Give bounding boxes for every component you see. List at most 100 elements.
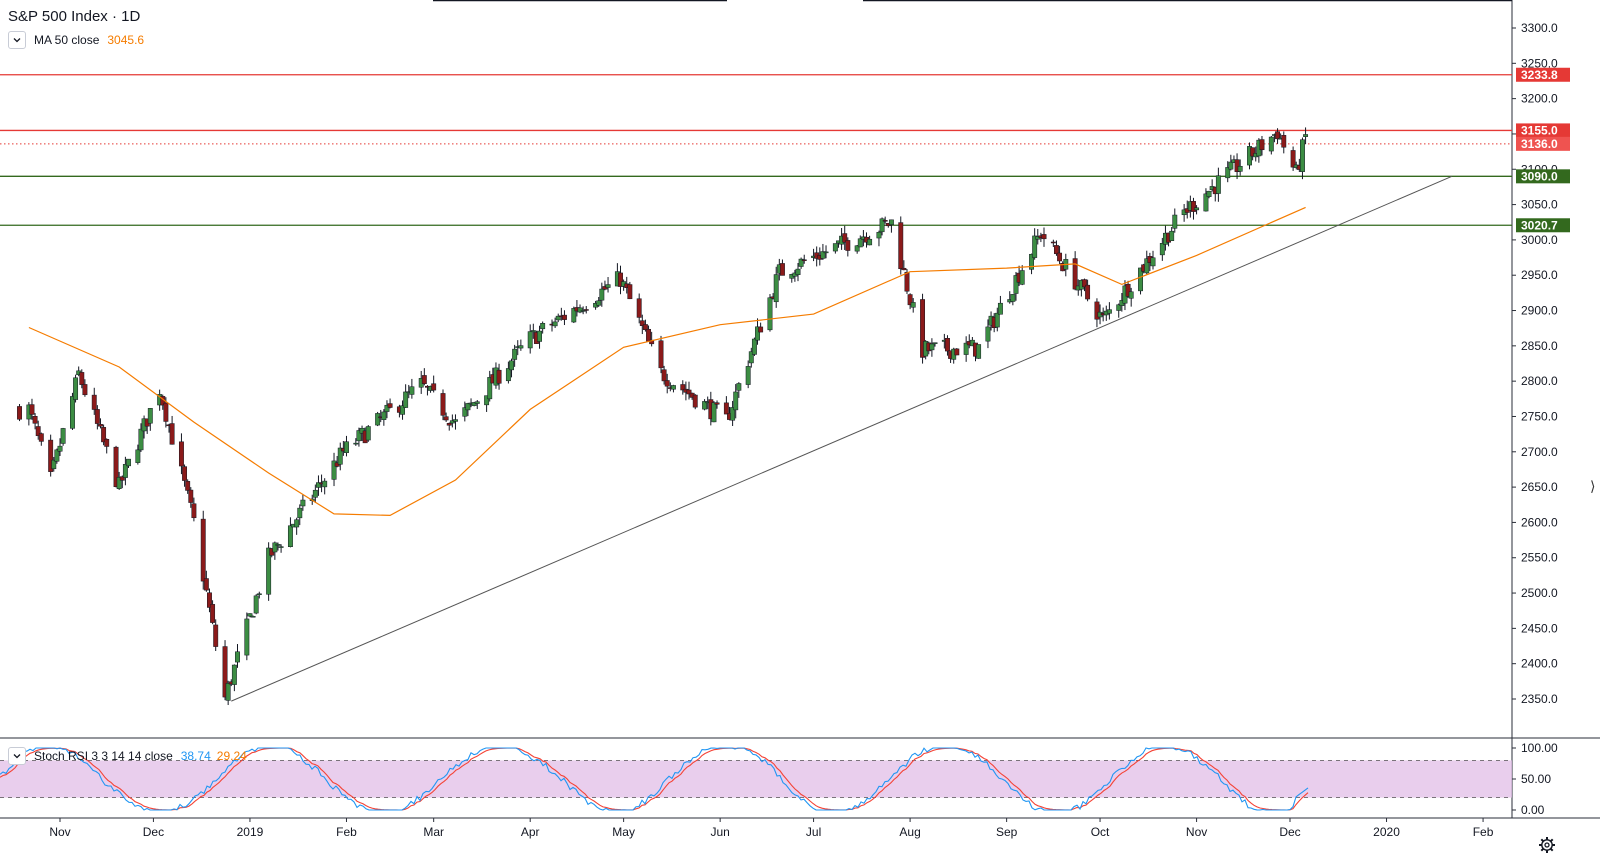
candle-body (577, 307, 583, 313)
candle-body (191, 503, 197, 519)
candle-body (256, 593, 262, 595)
candle-body (882, 220, 888, 222)
candle-body (711, 402, 717, 423)
candle-body (670, 385, 676, 390)
symbol-title: S&P 500 Index · 1D (8, 8, 141, 25)
candle-body (1191, 201, 1196, 212)
candle-body (702, 401, 708, 410)
candle-body (1050, 241, 1056, 244)
candle-body (474, 401, 480, 404)
time-tick-label: Aug (899, 825, 920, 839)
candle-body (409, 386, 415, 395)
stoch-rsi-pane[interactable] (0, 747, 1512, 811)
candle-body (730, 407, 736, 421)
price-tick-label: 2800.0 (1521, 374, 1558, 388)
candle-body (997, 302, 1003, 315)
level-label: 3090.0 (1521, 169, 1558, 183)
axis-drag-cursor-icon: ⟩ (1590, 478, 1596, 494)
price-tick-label: 2750.0 (1521, 409, 1558, 423)
candle-body (400, 405, 405, 415)
candle-body (375, 413, 381, 426)
stoch-k-value: 38.74 (180, 749, 211, 763)
candle-body (540, 323, 546, 330)
ma50-line (28, 206, 1306, 517)
candle-body (767, 297, 773, 331)
price-tick-label: 3050.0 (1521, 198, 1558, 212)
candle-body (1234, 159, 1240, 172)
collapse-chevron-icon[interactable] (8, 31, 26, 49)
stoch-collapse-chevron-icon[interactable] (8, 747, 26, 765)
candle-body (801, 259, 807, 261)
candle-body (169, 423, 175, 445)
candle-body (253, 595, 259, 614)
price-tick-label: 2350.0 (1521, 692, 1558, 706)
candle-body (1225, 167, 1231, 179)
candle-body (845, 240, 851, 251)
candle-body (518, 345, 524, 349)
settings-gear-icon[interactable] (1538, 836, 1556, 854)
candle-body (823, 251, 829, 254)
candle-body (484, 395, 490, 406)
price-tick-label: 2400.0 (1521, 657, 1558, 671)
candle-body (54, 449, 60, 462)
candle-body (527, 331, 533, 349)
candle-body (421, 375, 427, 384)
candle-body (312, 489, 318, 498)
candle-body (113, 446, 119, 488)
candle-body (530, 330, 536, 333)
candle-body (207, 592, 212, 608)
candle-body (842, 233, 848, 243)
candle-body (1013, 275, 1019, 294)
candle-body (910, 302, 916, 308)
candle-body (231, 664, 237, 685)
candle-body (322, 480, 328, 488)
price-tick-label: 2550.0 (1521, 551, 1558, 565)
candle-body (356, 430, 362, 442)
candle-body (353, 442, 359, 445)
price-tick-label: 2850.0 (1521, 339, 1558, 353)
candle-body (1041, 234, 1047, 240)
candle-body (755, 326, 760, 341)
time-tick-label: Dec (1279, 825, 1300, 839)
level-badge (1516, 123, 1570, 138)
candle-body (1010, 294, 1016, 302)
candle-body (1106, 309, 1112, 314)
stoch-label: Stoch RSI 3 3 14 14 close (34, 749, 173, 763)
candle-body (605, 284, 611, 288)
candle-body (250, 615, 256, 618)
level-badge (1516, 169, 1570, 184)
candle-body (512, 348, 518, 360)
candle-body (562, 314, 567, 320)
candle-body (275, 544, 281, 546)
candle-body (1054, 245, 1059, 255)
time-tick-label: Mar (423, 825, 444, 839)
candle-body (1300, 139, 1305, 172)
candle-body (658, 340, 664, 369)
candle-body (91, 394, 97, 410)
candle-body (748, 351, 754, 364)
candle-body (773, 274, 779, 303)
price-tick-label: 3300.0 (1521, 21, 1558, 35)
candle-body (1206, 190, 1212, 197)
candle-body (751, 338, 757, 355)
candle-body (857, 238, 863, 248)
candle-body (300, 499, 306, 507)
price-axis[interactable]: 3300.03250.03200.03150.03100.03050.03000… (1512, 21, 1570, 817)
candle-body (431, 383, 437, 391)
price-tick-label: 2600.0 (1521, 515, 1558, 529)
main-pane[interactable] (0, 0, 1600, 819)
time-axis[interactable]: Nov Dec 2019 Feb Mar Apr May Jun Jul Aug Sep Oct Nov… (49, 818, 1494, 839)
candle-body (278, 546, 284, 548)
candle-body (920, 299, 926, 358)
stoch-tick-label: 50.00 (1521, 772, 1551, 786)
candle-body (758, 326, 764, 333)
candle-body (222, 646, 228, 698)
candle-body (32, 416, 38, 424)
candle-body (122, 464, 128, 478)
candle-body (135, 449, 141, 463)
candle-body (907, 294, 913, 306)
candle-body (247, 613, 253, 617)
candle-body (51, 459, 57, 470)
candle-body (381, 411, 387, 420)
